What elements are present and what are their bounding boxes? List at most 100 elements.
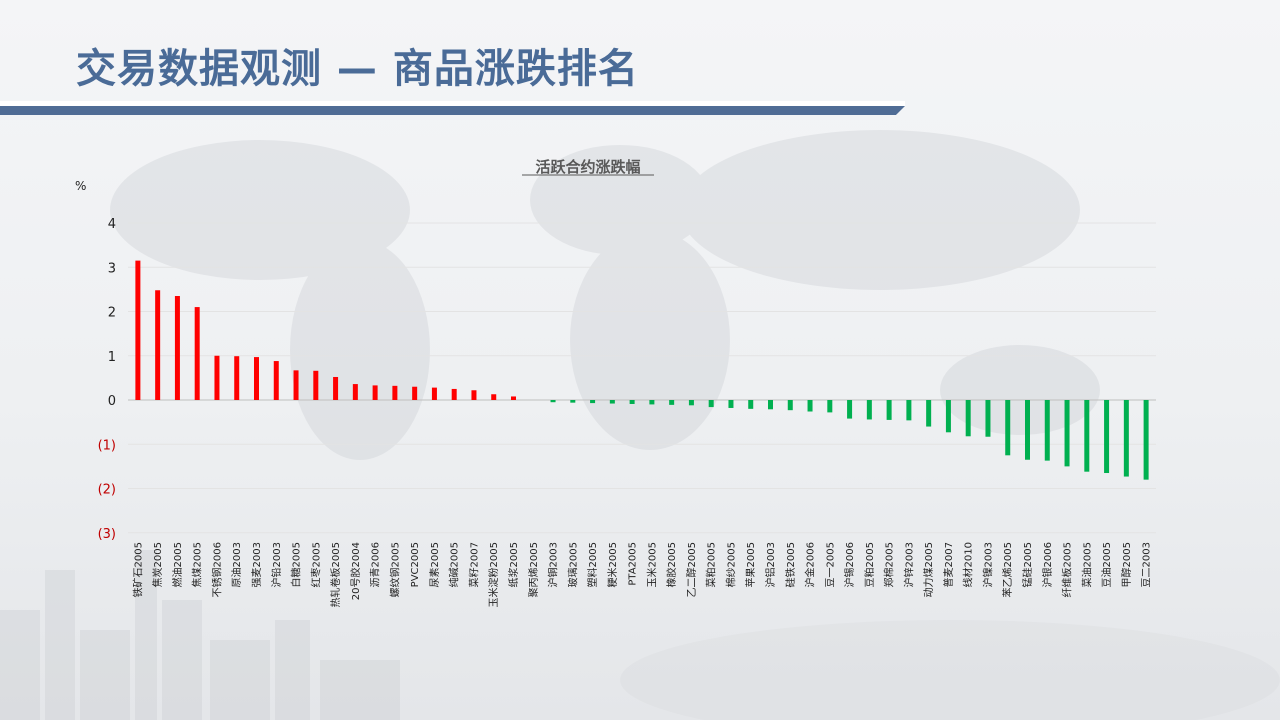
- category-label: 玻璃2005: [566, 542, 579, 587]
- category-label: 普麦2007: [942, 542, 955, 587]
- category-label: 纯碱2005: [448, 542, 461, 587]
- bar: [1104, 400, 1110, 474]
- category-label: 豆粕2005: [863, 542, 876, 587]
- y-tick-label: 1: [108, 350, 116, 365]
- y-axis-unit: %: [75, 179, 86, 193]
- bar: [352, 384, 358, 400]
- bar: [471, 390, 477, 400]
- category-label: PTA2005: [628, 542, 639, 586]
- category-label: 菜粕2005: [705, 542, 718, 587]
- bar: [886, 400, 892, 420]
- title-underline-band: [0, 106, 905, 115]
- y-tick-label: 3: [108, 261, 116, 276]
- title-underline-highlight: [0, 101, 905, 106]
- bar: [1084, 400, 1090, 472]
- category-labels: 铁矿石2005 焦炭2005 燃油2005 焦煤2005 不锈钢2006 原油2003 强麦…: [131, 542, 1152, 607]
- category-label: 纸浆2005: [507, 542, 520, 587]
- bar: [669, 400, 675, 405]
- bar: [708, 400, 714, 408]
- category-label: 聚丙烯2005: [527, 542, 540, 597]
- y-tick-label: (2): [98, 483, 116, 498]
- bar: [629, 400, 635, 404]
- category-label: 粳米2005: [606, 542, 619, 587]
- category-label: 热轧卷板2005: [329, 542, 342, 607]
- category-label: 苹果2005: [744, 542, 757, 587]
- page-title: 交易数据观测 — 商品涨跌排名: [76, 46, 639, 92]
- bar: [511, 396, 516, 400]
- category-label: 苯乙烯2005: [1001, 542, 1014, 597]
- category-label: 白糖2005: [290, 542, 303, 587]
- category-label: 沥青2006: [369, 542, 382, 587]
- y-tick-label: (3): [98, 527, 116, 542]
- bar: [333, 376, 339, 400]
- bar: [807, 400, 813, 412]
- bar: [1064, 400, 1070, 467]
- bar: [155, 290, 161, 400]
- category-label: 原油2003: [230, 542, 243, 587]
- bar: [866, 400, 872, 420]
- bar: [768, 400, 773, 410]
- category-label: 燃油2005: [171, 542, 184, 587]
- bar: [926, 400, 932, 427]
- category-label: 棉纱2005: [724, 542, 737, 587]
- bar: [431, 387, 437, 400]
- category-label: 尿素2005: [428, 542, 441, 587]
- bar: [590, 400, 596, 404]
- bar: [945, 400, 951, 433]
- category-label: 豆二2003: [1141, 542, 1153, 587]
- bar: [313, 370, 319, 400]
- category-label: 动力煤2005: [922, 542, 935, 597]
- bars: [135, 260, 1149, 480]
- bar: [372, 385, 378, 400]
- category-label: 玉米淀粉2005: [487, 542, 500, 607]
- bar: [965, 400, 971, 437]
- category-label: 沪金2006: [804, 542, 817, 587]
- category-label: 沪铝2003: [764, 542, 777, 587]
- category-label: PVC2005: [410, 542, 421, 587]
- category-label: 塑料2005: [586, 542, 599, 587]
- y-tick-label: 2: [108, 306, 116, 321]
- category-label: 红枣2005: [309, 542, 322, 587]
- category-label: 线材2010: [962, 542, 975, 587]
- bar: [728, 400, 734, 408]
- category-label: 橡胶2005: [665, 542, 678, 587]
- category-label: 锰硅2005: [1021, 542, 1034, 587]
- bar: [1005, 400, 1011, 456]
- category-label: 豆一2005: [824, 542, 836, 587]
- category-label: 强麦2003: [251, 542, 263, 587]
- category-label: 乙二醇2005: [685, 542, 698, 597]
- category-label: 菜籽2007: [468, 542, 480, 587]
- bar: [451, 388, 457, 400]
- bar: [748, 400, 754, 409]
- bar: [1123, 400, 1129, 477]
- bar: [688, 400, 694, 406]
- bar: [906, 400, 912, 421]
- y-tick-label: 4: [108, 217, 116, 232]
- bar: [1143, 400, 1149, 480]
- bar: [787, 400, 793, 411]
- bar: [194, 307, 200, 400]
- category-label: 沪铜2003: [547, 542, 560, 587]
- bar: [609, 400, 615, 404]
- y-tick-label: 0: [108, 394, 116, 409]
- bar: [135, 260, 141, 400]
- chart-title: 活跃合约涨跌幅: [535, 158, 640, 176]
- bar: [1044, 400, 1050, 461]
- category-label: 纤维板2005: [1061, 542, 1074, 597]
- grid-lines: [128, 222, 1156, 534]
- category-label: 郑棉2005: [883, 542, 896, 587]
- bar: [570, 400, 576, 403]
- category-label: 硅铁2005: [784, 542, 797, 587]
- category-label: 铁矿石2005: [131, 542, 144, 597]
- bar: [649, 400, 655, 405]
- category-label: 沪铅2003: [270, 542, 283, 587]
- bar: [550, 400, 556, 403]
- bar: [985, 400, 991, 437]
- category-label: 螺纹钢2005: [388, 542, 401, 597]
- category-label: 沪银2006: [1041, 542, 1054, 587]
- bar: [214, 355, 220, 400]
- category-label: 焦炭2005: [151, 542, 164, 587]
- y-axis-ticks: 4 3 2 1 0 (1) (2) (3): [98, 217, 116, 542]
- bar: [392, 385, 398, 400]
- bar: [491, 394, 497, 400]
